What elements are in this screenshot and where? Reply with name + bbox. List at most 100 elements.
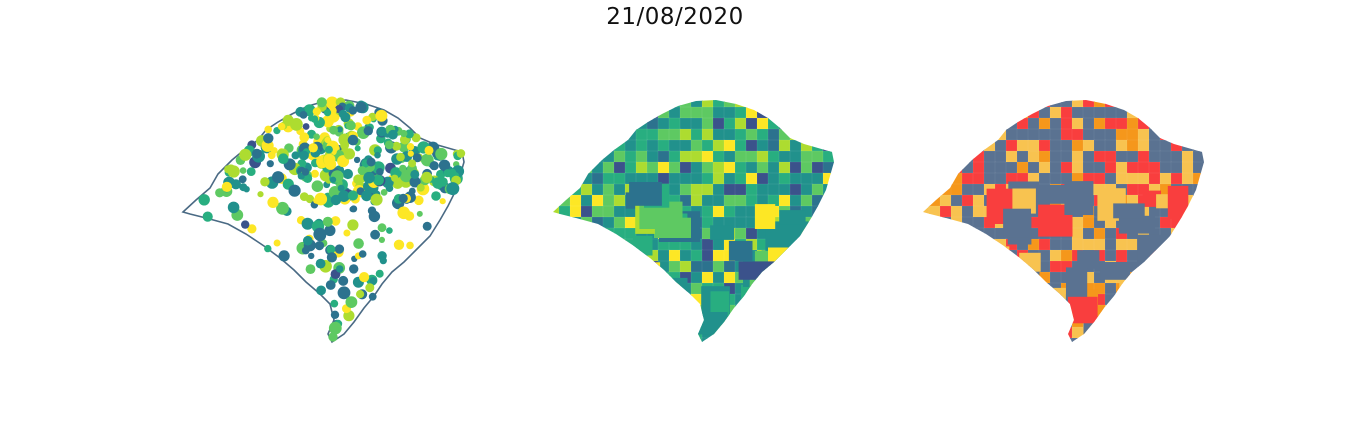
municipality-region [1148, 100, 1162, 109]
municipality-region [613, 238, 627, 252]
municipality-region [1049, 304, 1063, 318]
municipality-point [414, 195, 424, 206]
municipality-region [756, 117, 770, 131]
municipality-region [1016, 161, 1030, 175]
municipality-region [657, 271, 671, 285]
municipality-region [1027, 337, 1041, 342]
municipality-region [1192, 139, 1204, 153]
municipality-point [357, 166, 367, 176]
municipality-region [939, 304, 953, 318]
municipality-region [614, 275, 652, 293]
municipality-region [1126, 128, 1140, 142]
municipality-region [1104, 326, 1118, 340]
municipality-region [1027, 117, 1041, 131]
municipality-region [657, 139, 671, 153]
municipality-region [939, 205, 953, 219]
municipality-region [558, 260, 572, 274]
municipality-point [347, 219, 359, 231]
municipality-region [558, 117, 572, 131]
municipality-region [950, 128, 964, 142]
municipality-region [668, 117, 682, 131]
municipality-region [822, 161, 834, 175]
municipality-region [767, 139, 781, 153]
municipality-region [553, 227, 561, 241]
municipality-region [657, 293, 671, 307]
municipality-region [939, 172, 953, 186]
municipality-region [833, 271, 834, 285]
municipality-region [569, 271, 583, 285]
municipality-point [456, 149, 466, 158]
municipality-region [1095, 308, 1138, 326]
municipality-region [789, 172, 803, 186]
municipality-region [633, 235, 653, 256]
municipality-region [939, 139, 953, 153]
municipality-region [1016, 100, 1030, 109]
municipality-region [712, 271, 726, 285]
municipality-region [553, 271, 561, 285]
municipality-region [646, 150, 660, 164]
municipality-region [811, 271, 825, 285]
municipality-region [679, 337, 693, 342]
municipality-point [416, 210, 423, 217]
municipality-region [789, 326, 803, 340]
municipality-point [396, 152, 405, 162]
municipality-region [591, 304, 605, 318]
municipality-region [1192, 194, 1204, 208]
municipality-region [613, 194, 627, 208]
municipality-region [1083, 320, 1119, 342]
municipality-region [591, 238, 605, 252]
municipality-region [553, 315, 561, 329]
municipality-region [994, 238, 1008, 252]
municipality-region [680, 349, 692, 361]
municipality-region [580, 117, 594, 131]
municipality-region [602, 293, 616, 307]
municipality-point [388, 129, 398, 140]
municipality-region [833, 139, 834, 153]
municipality-region [1170, 150, 1184, 164]
municipality-region [756, 315, 770, 329]
municipality-region [1005, 100, 1019, 109]
municipality-region [983, 106, 997, 120]
municipality-point [398, 141, 410, 153]
municipality-region [558, 293, 572, 307]
municipality-region [1005, 249, 1019, 263]
municipality-point [408, 159, 417, 168]
municipality-region [624, 106, 638, 120]
municipality-point [316, 285, 326, 296]
municipality-region [1137, 172, 1151, 186]
municipality-region [712, 117, 726, 131]
municipality-region [1148, 117, 1162, 131]
municipality-region [1038, 128, 1052, 142]
municipality-region [833, 337, 834, 342]
municipality-region [1071, 216, 1085, 230]
municipality-region [625, 349, 637, 361]
municipality-region [613, 260, 627, 274]
municipality-region [646, 128, 660, 142]
municipality-region [811, 326, 825, 340]
municipality-region [1203, 172, 1204, 186]
municipality-region [1005, 282, 1019, 296]
municipality-region [591, 172, 605, 186]
municipality-region [811, 106, 825, 120]
municipality-region [1148, 172, 1162, 186]
municipality-region [994, 315, 1008, 329]
municipality-region [569, 150, 583, 164]
choropleth-viridis [553, 100, 834, 361]
municipality-region [1115, 172, 1129, 186]
municipality-region [591, 150, 605, 164]
municipality-region [668, 304, 682, 318]
municipality-region [962, 349, 974, 361]
municipality-region [972, 117, 986, 131]
municipality-region [591, 216, 605, 230]
municipality-region [624, 161, 638, 175]
municipality-region [1170, 227, 1184, 241]
municipality-region [553, 150, 561, 164]
municipality-region [591, 194, 605, 208]
municipality-region [603, 349, 615, 361]
municipality-region [950, 106, 964, 120]
municipality-region [778, 304, 792, 318]
municipality-region [923, 100, 931, 109]
municipality-region [734, 337, 748, 342]
municipality-region [961, 238, 975, 252]
municipality-region [558, 128, 572, 142]
